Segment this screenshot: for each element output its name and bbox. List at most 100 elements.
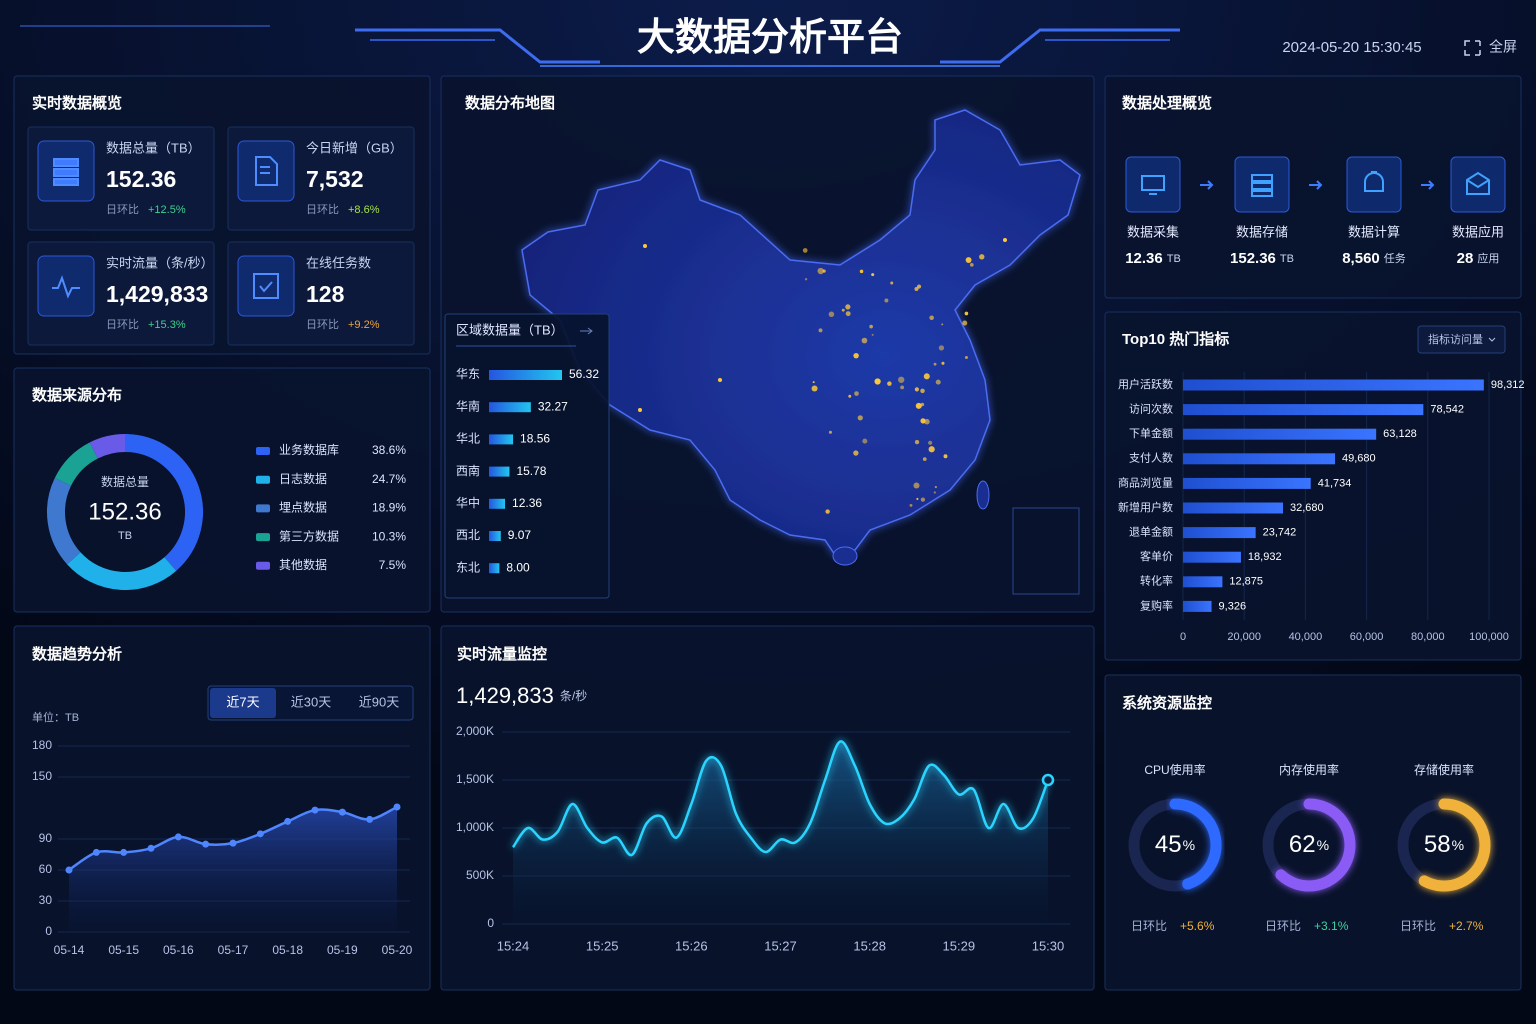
bar-value-label: 12,875 xyxy=(1229,576,1263,588)
gauge-change: +5.6% xyxy=(1180,919,1215,933)
panel xyxy=(1104,311,1522,661)
tab[interactable]: 近90天 xyxy=(359,694,399,709)
header: 大数据分析平台 2024-05-20 15:30:45 全屏 xyxy=(20,17,1517,67)
stat-icon xyxy=(52,275,80,299)
bar xyxy=(489,402,531,413)
gauge-name: 内存使用率 xyxy=(1279,762,1339,777)
region-label: 华东 xyxy=(456,367,480,381)
fullscreen-button[interactable]: 全屏 xyxy=(1464,39,1517,56)
gauge-unit: % xyxy=(1317,837,1329,853)
map-lights xyxy=(638,238,1007,514)
map-light xyxy=(871,333,874,336)
map-light xyxy=(920,402,925,407)
panel-title: 系统资源监控 xyxy=(1122,694,1212,712)
page-title: 大数据分析平台 xyxy=(637,17,903,59)
x-tick-label: 05-15 xyxy=(108,943,139,957)
map-light xyxy=(828,311,835,318)
step-icon xyxy=(1364,171,1384,192)
donut-center-label: 数据总量 xyxy=(101,474,149,489)
bar-value-label: 9.07 xyxy=(508,528,532,542)
step-arrow xyxy=(1309,180,1323,190)
legend-swatch xyxy=(256,561,270,570)
map-light xyxy=(920,418,926,424)
selector-chevron[interactable] xyxy=(1488,337,1496,342)
fullscreen-icon[interactable] xyxy=(1464,40,1481,56)
map-light xyxy=(853,352,859,359)
y-tick-label: 1,500K xyxy=(456,772,494,786)
tab[interactable]: 近30天 xyxy=(291,694,331,709)
step-icon-box xyxy=(1346,156,1402,213)
map-light xyxy=(898,376,905,383)
step-icon xyxy=(1141,175,1165,195)
selector-label[interactable]: 指标访问量 xyxy=(1428,332,1483,346)
step-name: 数据存储 xyxy=(1236,224,1288,239)
donut-slice xyxy=(89,434,126,459)
map-light xyxy=(890,281,894,285)
stat-icon-box xyxy=(237,255,295,317)
y-tick-label: 90 xyxy=(39,831,53,845)
fullscreen-label[interactable]: 全屏 xyxy=(1489,39,1517,55)
gauge-change-label: 日环比 xyxy=(1265,919,1301,933)
legend-value: 10.3% xyxy=(372,529,406,543)
step-icon-box xyxy=(1450,156,1506,213)
map-light xyxy=(928,440,933,445)
bar-value-label: 56.32 xyxy=(569,367,599,381)
region-label: 华南 xyxy=(456,398,480,413)
x-tick-label: 15:30 xyxy=(1032,938,1065,953)
map-light xyxy=(871,273,875,277)
stat-change: +8.6% xyxy=(348,204,380,216)
y-axis-label: 单位：TB xyxy=(32,710,79,724)
bar-value-label: 41,734 xyxy=(1318,477,1352,489)
current-unit: 条/秒 xyxy=(560,689,587,703)
map-light xyxy=(915,402,922,409)
selector[interactable] xyxy=(1417,325,1506,354)
map-light xyxy=(964,356,968,360)
stat-change: +12.5% xyxy=(148,204,186,216)
step-unit: 任务 xyxy=(1384,252,1406,265)
x-tick-label: 15:26 xyxy=(675,938,708,953)
y-tick-label: 2,000K xyxy=(456,724,494,738)
bar-value-label: 9,326 xyxy=(1219,600,1247,612)
map-light xyxy=(638,408,642,412)
map-light xyxy=(822,269,826,273)
map-light xyxy=(874,378,881,385)
bar xyxy=(1183,453,1336,465)
region-label: 西北 xyxy=(456,528,480,542)
step-value: 28 应用 xyxy=(1457,250,1500,267)
x-tick-label: 05-20 xyxy=(382,943,413,957)
bar-category: 新增用户数 xyxy=(1118,500,1173,514)
gauge-name: 存储使用率 xyxy=(1414,762,1474,777)
legend-label: 其他数据 xyxy=(279,557,327,572)
x-tick-label: 20,000 xyxy=(1227,631,1261,643)
step-value: 12.36 TB xyxy=(1125,250,1181,267)
map-light xyxy=(920,388,925,394)
step-arrow xyxy=(1200,180,1214,190)
map-light xyxy=(841,308,845,312)
bar-category: 下单金额 xyxy=(1129,426,1173,440)
donut-slice xyxy=(47,477,81,565)
tab-active[interactable] xyxy=(210,688,276,718)
tab[interactable]: 近7天 xyxy=(226,694,259,709)
stat-change-label: 日环比 xyxy=(106,318,139,331)
stat-icon-box xyxy=(37,255,95,317)
map-light xyxy=(943,454,948,459)
step-icon xyxy=(1466,171,1490,195)
map-light xyxy=(914,387,919,392)
step-name: 数据计算 xyxy=(1348,224,1400,239)
y-tick-label: 0 xyxy=(487,916,494,930)
bar xyxy=(489,498,506,509)
legend-label: 埋点数据 xyxy=(279,500,327,515)
y-tick-label: 150 xyxy=(32,769,52,783)
map-light xyxy=(962,320,968,326)
legend-swatch xyxy=(256,475,270,484)
map-light xyxy=(938,345,945,351)
donut-slice xyxy=(67,551,177,590)
area xyxy=(69,806,397,932)
bar-category: 客单价 xyxy=(1140,549,1173,563)
panel xyxy=(1104,75,1522,299)
gauge-change: +2.7% xyxy=(1449,919,1484,933)
map-light xyxy=(909,503,913,507)
bar xyxy=(1183,502,1284,514)
stat-icon xyxy=(53,158,79,186)
bar-value-label: 63,128 xyxy=(1383,428,1417,440)
